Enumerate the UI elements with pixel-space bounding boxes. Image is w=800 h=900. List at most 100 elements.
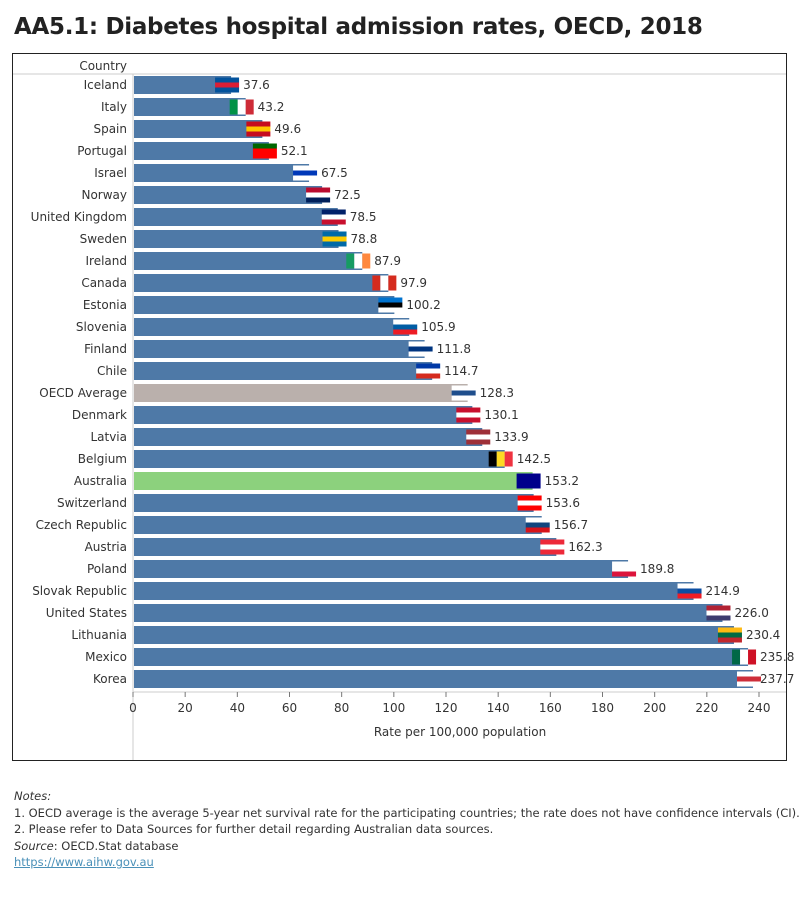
data-label: 162.3 bbox=[568, 540, 602, 554]
flag-stripe bbox=[706, 615, 731, 621]
flag-stripe bbox=[717, 637, 742, 643]
data-label: 226.0 bbox=[734, 606, 768, 620]
flag-stripe bbox=[416, 363, 441, 369]
bar-latvia bbox=[134, 428, 483, 446]
flag-stripe bbox=[677, 593, 702, 599]
data-label: 87.9 bbox=[374, 254, 401, 268]
flag-stripe bbox=[677, 588, 702, 594]
flag-stripe bbox=[717, 632, 742, 638]
data-label: 214.9 bbox=[706, 584, 740, 598]
category-label: Slovak Republic bbox=[32, 584, 127, 598]
flag-stripe bbox=[380, 275, 389, 291]
bar-switzerland bbox=[134, 494, 534, 512]
flag-stripe bbox=[540, 544, 565, 550]
flag-stripe bbox=[525, 517, 550, 523]
x-tick-label: 20 bbox=[178, 701, 193, 715]
bar-chile bbox=[134, 362, 433, 380]
data-label: 111.8 bbox=[437, 342, 471, 356]
flag-stripe bbox=[706, 605, 731, 611]
flag-stripe bbox=[540, 539, 565, 545]
data-label: 43.2 bbox=[258, 100, 285, 114]
flag-stripe bbox=[717, 627, 742, 633]
flag-stripe bbox=[525, 527, 550, 533]
bar-italy bbox=[134, 98, 246, 116]
chart-frame bbox=[12, 53, 787, 761]
bar-chart: Country Iceland 37.6 Italy 43.2 Spain 49.6 Port… bbox=[13, 59, 794, 760]
x-tick-label: 80 bbox=[334, 701, 349, 715]
bar-united-states bbox=[134, 604, 723, 622]
flag-stripe bbox=[388, 275, 397, 291]
x-tick-label: 120 bbox=[435, 701, 458, 715]
bar-denmark bbox=[134, 406, 473, 424]
flag-stripe bbox=[252, 143, 277, 149]
flag-stripe bbox=[215, 87, 240, 93]
category-label: Chile bbox=[97, 364, 127, 378]
category-label: Latvia bbox=[90, 430, 127, 444]
flag-stripe bbox=[378, 302, 403, 308]
flag-stripe bbox=[732, 649, 741, 665]
bar-korea bbox=[134, 670, 754, 688]
flag-stripe bbox=[321, 214, 346, 220]
data-label: 156.7 bbox=[554, 518, 588, 532]
category-label: Iceland bbox=[84, 78, 127, 92]
flag-stripe bbox=[378, 307, 403, 313]
data-label: 114.7 bbox=[444, 364, 478, 378]
x-tick-label: 0 bbox=[129, 701, 137, 715]
data-label: 72.5 bbox=[334, 188, 361, 202]
flag-stripe bbox=[246, 131, 271, 137]
flag-stripe bbox=[408, 346, 433, 352]
x-tick-label: 180 bbox=[591, 701, 614, 715]
bar-oecd-average bbox=[134, 384, 468, 402]
bar-spain bbox=[134, 120, 263, 138]
row-header: Country bbox=[79, 59, 127, 73]
x-axis-title: Rate per 100,000 population bbox=[374, 725, 546, 739]
data-label: 97.9 bbox=[400, 276, 427, 290]
flag-stripe bbox=[408, 341, 433, 347]
category-label: Portugal bbox=[77, 144, 127, 158]
category-label: Canada bbox=[81, 276, 127, 290]
flag-stripe bbox=[466, 429, 491, 435]
aihw-link[interactable]: https://www.aihw.gov.au bbox=[14, 855, 154, 869]
data-label: 52.1 bbox=[281, 144, 308, 158]
x-tick-label: 60 bbox=[282, 701, 297, 715]
flag-stripe bbox=[612, 571, 637, 577]
category-label: Lithuania bbox=[71, 628, 127, 642]
flag-stripe bbox=[466, 439, 491, 445]
flag-stripe bbox=[612, 566, 637, 572]
flag-stripe bbox=[252, 153, 277, 159]
flag-stripe bbox=[354, 253, 363, 269]
flag-stripe bbox=[321, 209, 346, 215]
data-label: 142.5 bbox=[517, 452, 551, 466]
data-label: 189.8 bbox=[640, 562, 674, 576]
bar-estonia bbox=[134, 296, 395, 314]
category-label: Korea bbox=[93, 672, 127, 686]
category-label: Czech Republic bbox=[36, 518, 127, 532]
data-label: 235.8 bbox=[760, 650, 794, 664]
flag-stripe bbox=[517, 500, 542, 506]
flag-stripe bbox=[346, 253, 355, 269]
flag-stripe bbox=[246, 121, 271, 127]
flag-stripe bbox=[516, 473, 541, 479]
flag-stripe bbox=[516, 483, 541, 489]
flag-stripe bbox=[293, 170, 318, 176]
flag-stripe bbox=[416, 368, 441, 374]
category-label: Finland bbox=[84, 342, 127, 356]
category-label: Denmark bbox=[72, 408, 127, 422]
flag-stripe bbox=[612, 561, 637, 567]
flag-stripe bbox=[322, 236, 347, 242]
flag-stripe bbox=[416, 373, 441, 379]
category-label: Estonia bbox=[83, 298, 127, 312]
flag-stripe bbox=[408, 351, 433, 357]
flag-stripe bbox=[516, 478, 541, 484]
bar-united-kingdom bbox=[134, 208, 338, 226]
note-line: 1. OECD average is the average 5-year ne… bbox=[14, 805, 800, 820]
flag-stripe bbox=[322, 241, 347, 247]
flag-stripe bbox=[748, 649, 757, 665]
flag-stripe bbox=[504, 451, 513, 467]
data-label: 237.7 bbox=[760, 672, 794, 686]
data-label: 78.5 bbox=[350, 210, 377, 224]
category-label: Poland bbox=[87, 562, 127, 576]
flag-stripe bbox=[306, 187, 331, 193]
category-label: Italy bbox=[101, 100, 127, 114]
flag-stripe bbox=[517, 495, 542, 501]
